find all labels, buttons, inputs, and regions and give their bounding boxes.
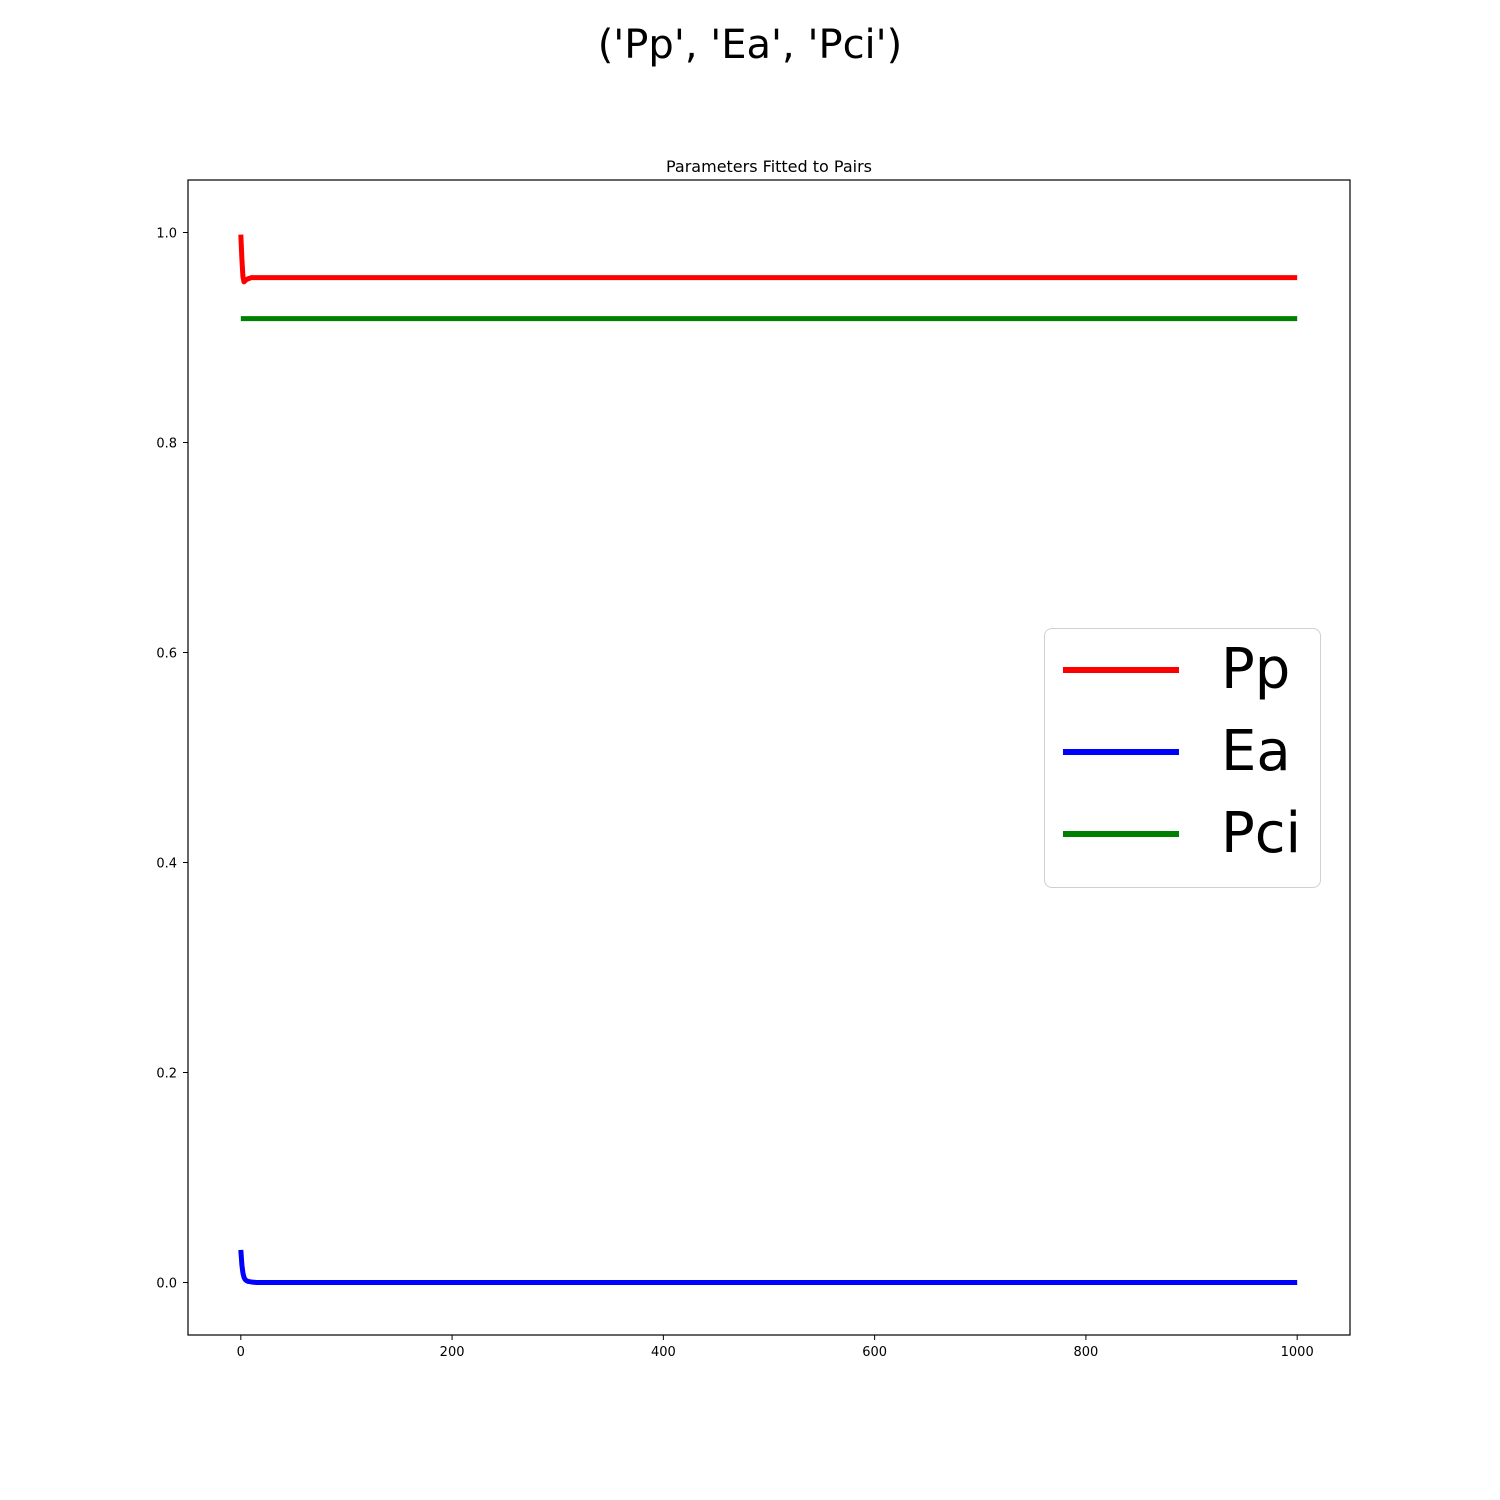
series-layer xyxy=(238,234,1298,1285)
x-tick-label: 0 xyxy=(237,1345,245,1360)
legend-label-ea: Ea xyxy=(1221,719,1291,784)
legend-entry-pci: Pci xyxy=(1063,804,1313,864)
x-tick-label: 600 xyxy=(862,1345,887,1360)
y-tick-label: 0.4 xyxy=(156,857,177,872)
legend-label-pci: Pci xyxy=(1221,801,1302,866)
x-axis: 0 200 400 600 800 1000 xyxy=(237,1335,1314,1360)
x-tick-label: 200 xyxy=(440,1345,465,1360)
legend-entry-ea: Ea xyxy=(1063,722,1313,782)
y-tick-label: 0.6 xyxy=(156,647,177,662)
x-tick-label: 800 xyxy=(1073,1345,1098,1360)
y-axis: 0.0 0.2 0.4 0.6 0.8 1.0 xyxy=(156,227,188,1292)
x-tick-label: 1000 xyxy=(1281,1345,1314,1360)
x-tick-label: 400 xyxy=(651,1345,676,1360)
series-line-pp xyxy=(238,234,1298,285)
figure-suptitle: ('Pp', 'Ea', 'Pci') xyxy=(597,22,903,68)
y-tick-label: 1.0 xyxy=(156,227,177,242)
y-tick-label: 0.0 xyxy=(156,1277,177,1292)
series-line-ea xyxy=(238,1249,1298,1285)
chart-title: Parameters Fitted to Pairs xyxy=(666,157,872,176)
legend-swatch-pci xyxy=(1063,831,1179,837)
legend-label-pp: Pp xyxy=(1221,637,1291,702)
legend-swatch-ea xyxy=(1063,749,1179,755)
legend: Pp Ea Pci xyxy=(1044,628,1321,888)
legend-entry-pp: Pp xyxy=(1063,640,1313,700)
y-tick-label: 0.2 xyxy=(156,1067,177,1082)
y-tick-label: 0.8 xyxy=(156,437,177,452)
legend-swatch-pp xyxy=(1063,667,1179,673)
